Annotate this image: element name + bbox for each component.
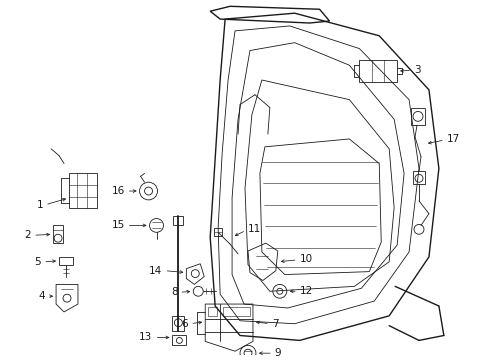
- Text: 3: 3: [413, 65, 420, 75]
- Text: 9: 9: [274, 348, 281, 358]
- Text: 16: 16: [111, 186, 124, 196]
- Text: 1: 1: [37, 200, 43, 210]
- Text: 15: 15: [111, 220, 124, 230]
- Text: 14: 14: [149, 266, 162, 276]
- Text: 7: 7: [271, 319, 278, 329]
- Text: 5: 5: [35, 257, 41, 267]
- Text: 13: 13: [139, 333, 152, 342]
- Text: 11: 11: [247, 224, 261, 234]
- Text: 6: 6: [182, 319, 188, 329]
- Text: 8: 8: [170, 287, 177, 297]
- Text: 10: 10: [299, 254, 312, 264]
- Text: 12: 12: [299, 286, 312, 296]
- Text: 2: 2: [24, 230, 31, 240]
- Text: 17: 17: [446, 134, 459, 144]
- Text: 4: 4: [39, 291, 45, 301]
